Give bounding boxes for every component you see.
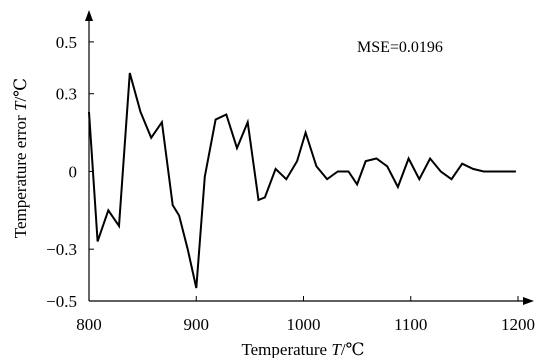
mse-annotation: MSE=0.0196: [357, 39, 443, 56]
tick-labels: −0.5 −0.3 0 0.3 0.5 800 900 1000 1100 1200: [46, 33, 535, 334]
x-tick-label: 1200: [501, 315, 535, 334]
y-tick-label: −0.3: [46, 240, 77, 259]
x-tick-label: 1100: [394, 315, 427, 334]
series-layer: [88, 72, 516, 289]
series-line: [88, 72, 516, 289]
x-tick-label: 900: [184, 315, 210, 334]
y-tick-label: 0: [69, 162, 78, 181]
y-axis-label: Temperature error T/℃: [11, 78, 30, 238]
x-axis-arrow-icon: [523, 297, 534, 305]
axis-labels: Temperature T/℃ Temperature error T/℃: [11, 78, 365, 358]
y-tick-label: 0.3: [56, 85, 77, 104]
axes: [85, 10, 534, 305]
ticks: [88, 41, 519, 302]
y-tick-label: 0.5: [56, 33, 77, 52]
y-tick-label: −0.5: [46, 292, 77, 311]
x-tick-label: 1000: [287, 315, 321, 334]
x-tick-label: 800: [76, 315, 102, 334]
x-axis-label: Temperature T/℃: [241, 340, 364, 358]
y-axis-arrow-icon: [85, 10, 93, 21]
